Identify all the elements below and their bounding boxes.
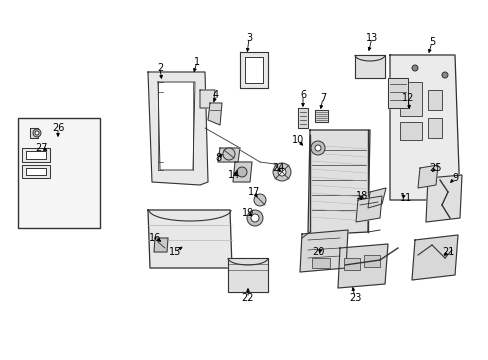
Text: 11: 11 [399,193,411,203]
Text: 5: 5 [428,37,434,47]
Polygon shape [26,168,46,175]
Text: 14: 14 [227,170,240,180]
Circle shape [223,148,235,160]
Polygon shape [200,90,215,108]
Bar [427,90,441,110]
Polygon shape [417,165,437,188]
Circle shape [237,167,246,177]
Text: 23: 23 [348,293,361,303]
Circle shape [35,131,39,135]
Text: 25: 25 [429,163,441,173]
Text: 16: 16 [148,233,161,243]
Circle shape [250,214,259,222]
Polygon shape [355,196,381,222]
Bar [18,118,100,228]
Polygon shape [337,244,387,288]
Polygon shape [227,258,267,292]
Polygon shape [354,55,384,78]
Text: 24: 24 [271,163,284,173]
Text: 22: 22 [241,293,254,303]
Circle shape [33,129,41,137]
Text: 6: 6 [299,90,305,100]
Text: 20: 20 [311,247,324,257]
Text: 21: 21 [441,247,453,257]
Text: 12: 12 [401,93,413,103]
Circle shape [314,145,320,151]
Polygon shape [297,108,307,128]
Polygon shape [26,151,46,159]
Polygon shape [148,72,207,185]
Text: 15: 15 [168,247,181,257]
Circle shape [411,65,417,71]
Polygon shape [387,78,407,108]
Circle shape [272,163,290,181]
Text: 26: 26 [52,123,64,133]
Polygon shape [207,103,222,125]
Text: 17: 17 [247,187,260,197]
Text: 4: 4 [212,90,219,100]
Polygon shape [22,165,50,178]
Text: 8: 8 [215,153,221,163]
Polygon shape [232,162,251,182]
Bar [399,122,421,140]
Bar [311,258,329,268]
Polygon shape [22,148,50,162]
Circle shape [278,168,285,176]
Polygon shape [425,175,461,222]
Polygon shape [148,210,231,268]
Polygon shape [307,130,369,235]
Circle shape [310,141,325,155]
Text: 19: 19 [242,208,254,218]
Polygon shape [314,110,327,122]
Text: 27: 27 [36,143,48,153]
Text: 9: 9 [451,173,457,183]
Text: 1: 1 [194,57,200,67]
Polygon shape [299,230,347,272]
Text: 13: 13 [365,33,377,43]
Polygon shape [240,52,267,88]
Polygon shape [30,128,38,138]
Polygon shape [367,188,385,208]
Text: 7: 7 [319,93,325,103]
Circle shape [441,72,447,78]
Text: 18: 18 [355,191,367,201]
Text: 2: 2 [157,63,163,73]
Bar [363,255,379,267]
Text: 10: 10 [291,135,304,145]
Polygon shape [411,235,457,280]
Bar [343,258,359,270]
Polygon shape [158,82,195,170]
Bar [399,82,421,116]
Polygon shape [154,238,168,252]
Circle shape [246,210,263,226]
Polygon shape [244,57,263,83]
Polygon shape [389,55,459,200]
Polygon shape [218,148,240,162]
Bar [427,118,441,138]
Circle shape [253,194,265,206]
Text: 3: 3 [245,33,251,43]
